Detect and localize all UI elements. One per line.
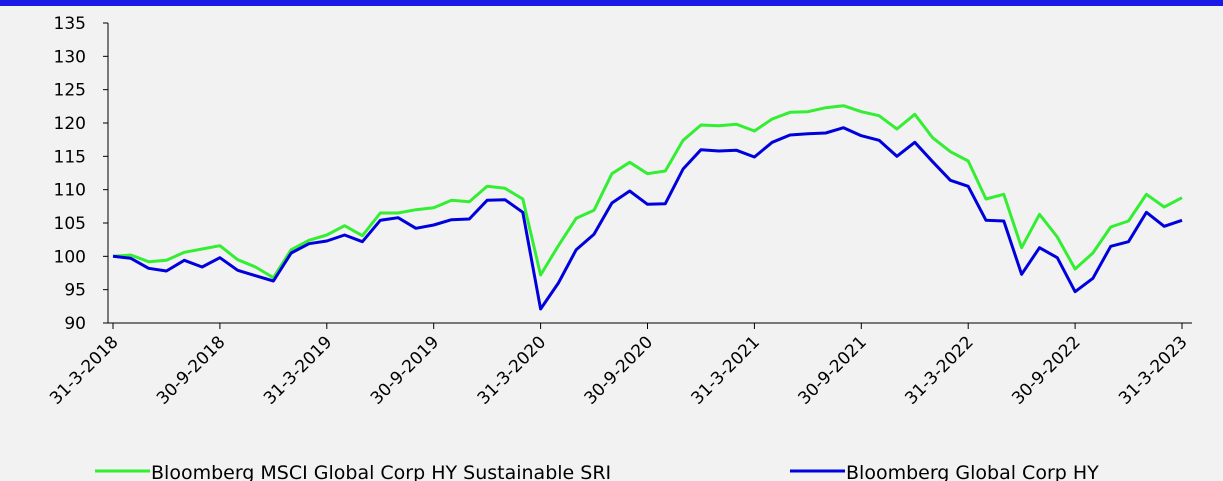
series-line [112,126,1183,311]
legend-label: Bloomberg MSCI Global Corp HY Sustainabl… [151,462,611,481]
y-tick-label: 125 [54,81,86,101]
y-tick-label: 130 [54,47,86,67]
y-tick-label: 90 [64,314,86,334]
legend-label: Bloomberg Global Corp HY [846,462,1099,481]
top-bar [0,0,1223,6]
y-tick-label: 100 [54,247,86,267]
y-tick-label: 95 [64,281,86,301]
series-line [112,104,1183,280]
y-tick-label: 120 [54,114,86,134]
y-tick-label: 110 [54,181,86,201]
y-tick-label: 105 [54,214,86,234]
y-tick-label: 115 [54,147,86,167]
y-tick-label: 135 [54,14,86,34]
